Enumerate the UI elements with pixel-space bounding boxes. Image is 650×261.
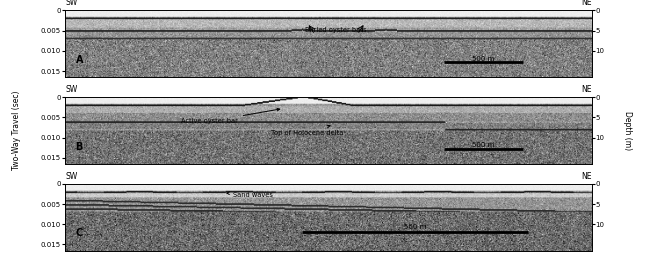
Text: C: C [75, 228, 83, 238]
Text: Buried oyster bars: Buried oyster bars [306, 27, 367, 33]
Text: A: A [75, 55, 83, 65]
Text: Top of Holocene delta: Top of Holocene delta [271, 125, 343, 135]
Text: Sand waves: Sand waves [227, 192, 274, 198]
Text: NE: NE [581, 85, 592, 94]
Text: SW: SW [65, 172, 77, 181]
Text: 500 m: 500 m [473, 56, 495, 62]
Text: Active oyster bar: Active oyster bar [181, 108, 280, 124]
Text: 500 m: 500 m [404, 224, 426, 230]
Text: Two-Way Travel (sec): Two-Way Travel (sec) [12, 91, 21, 170]
Text: B: B [75, 142, 83, 152]
Text: SW: SW [65, 85, 77, 94]
Text: 500 m: 500 m [473, 143, 495, 149]
Text: NE: NE [581, 172, 592, 181]
Text: NE: NE [581, 0, 592, 7]
Text: Depth (m): Depth (m) [623, 111, 632, 150]
Text: SW: SW [65, 0, 77, 7]
